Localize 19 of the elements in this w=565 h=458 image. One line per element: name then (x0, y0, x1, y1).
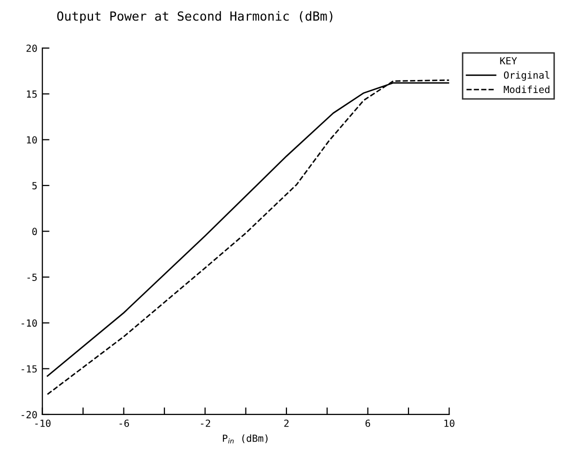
legend-title: KEY (500, 57, 517, 64)
x-tick-label: 10 (444, 420, 454, 427)
y-tick-label: 10 (26, 136, 37, 144)
x-tick-label: -2 (200, 420, 210, 427)
y-tick-label: 0 (32, 228, 37, 236)
y-tick-label: 5 (32, 182, 37, 190)
legend-label: Modified (504, 86, 550, 94)
chart-title: Output Power at Second Harmonic (dBm) (57, 11, 332, 24)
x-tick-label: -6 (120, 420, 129, 427)
y-tick-label: -20 (22, 410, 37, 418)
y-tick-label: 20 (26, 44, 37, 52)
legend-label: Original (504, 71, 550, 81)
y-tick-label: -15 (22, 365, 37, 373)
y-tick-label: -5 (28, 274, 37, 281)
y-tick-label: 15 (26, 90, 37, 98)
text: P$_{in}$ (dBm) (222, 434, 268, 444)
x-tick-label: 6 (366, 420, 370, 427)
y-tick-label: -10 (22, 319, 37, 327)
x-tick-label: 2 (284, 420, 289, 427)
